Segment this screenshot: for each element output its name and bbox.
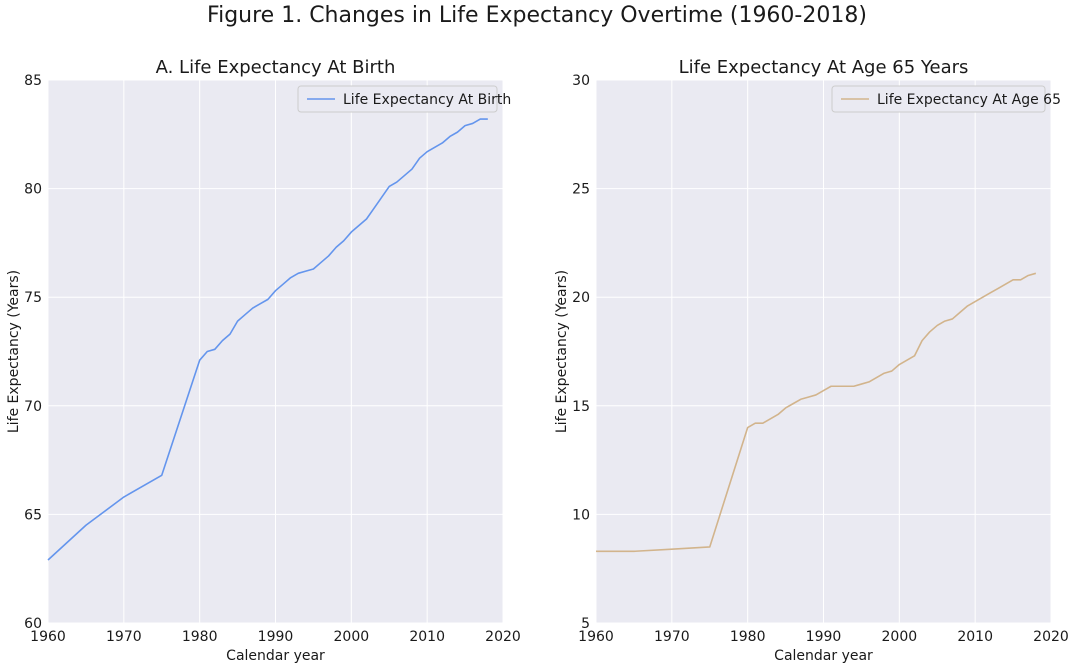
legend-box [297,85,498,113]
x-tick-label: 1980 [182,629,218,645]
y-tick-label: 25 [572,182,590,198]
legend-box [831,85,1046,113]
series-line [596,272,1037,553]
x-tick-label: 2010 [409,629,445,645]
legend-label: Life Expectancy At Birth [343,92,511,108]
legend-label: Life Expectancy At Age 65 [877,92,1061,108]
x-tick-label: 1980 [730,629,766,645]
x-tick-label: 2020 [485,629,521,645]
x-tick-label: 2010 [957,629,993,645]
y-tick-label: 85 [24,73,42,89]
figure-title: Figure 1. Changes in Life Expectancy Ove… [207,3,867,28]
y-tick-label: 70 [24,399,42,415]
y-tick-label: 20 [572,290,590,306]
y-tick-label: 15 [572,399,590,415]
y-axis-label: Life Expectancy (Years) [6,270,22,433]
panel-1: 1960 1970 1980 1990 2000 2010 2020 60 65 70 75 80 85… [6,57,521,664]
y-tick-label: 75 [24,290,42,306]
x-tick-label: 2000 [334,629,370,645]
x-axis-label: Calendar year [226,648,325,664]
series-line [47,118,488,561]
y-tick-label: 80 [24,182,42,198]
y-tick-label: 60 [24,616,42,632]
x-tick-label: 2000 [882,629,918,645]
y-tick-label: 65 [24,507,42,523]
legend: Life Expectancy At Age 65 [831,85,1061,113]
panel-2: 1960 1970 1980 1990 2000 2010 2020 5 10 15 20 25 30 L… [554,57,1069,664]
x-tick-label: 1960 [578,629,614,645]
x-tick-label: 1990 [258,629,294,645]
panel-title: Life Expectancy At Age 65 Years [679,57,969,78]
x-tick-label: 1970 [106,629,142,645]
x-tick-label: 2020 [1033,629,1069,645]
y-tick-label: 30 [572,73,590,89]
y-axis-label: Life Expectancy (Years) [554,270,570,433]
x-tick-label: 1960 [30,629,66,645]
panel-title: A. Life Expectancy At Birth [156,57,396,78]
y-tick-label: 10 [572,507,590,523]
x-axis-label: Calendar year [774,648,873,664]
x-tick-label: 1970 [654,629,690,645]
legend: Life Expectancy At Birth [297,85,511,113]
x-tick-label: 1990 [806,629,842,645]
y-tick-label: 5 [581,616,590,632]
